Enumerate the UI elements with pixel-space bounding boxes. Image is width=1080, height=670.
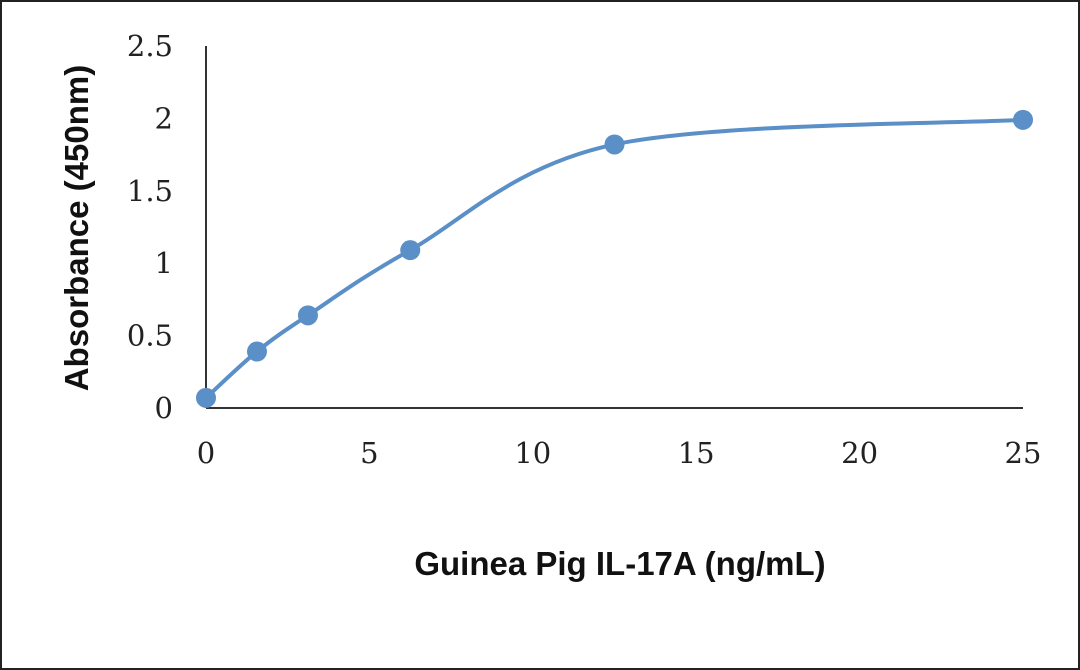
x-tick-label: 10 [514, 436, 551, 470]
series [196, 109, 1033, 408]
x-tick-label: 0 [197, 436, 215, 470]
data-point [297, 305, 318, 326]
tick-labels: 0 5 10 15 20 25 0 0.5 1 1.5 2 2.5 [127, 29, 1042, 470]
y-tick-label: 2 [155, 101, 173, 135]
y-tick-label: 1.5 [127, 174, 173, 208]
x-tick-label: 20 [841, 436, 878, 470]
y-axis-title: Absorbance (450nm) [58, 65, 95, 391]
y-tick-label: 0.5 [127, 319, 173, 353]
data-point [1013, 109, 1033, 130]
axes [205, 46, 1023, 409]
series-line [204, 117, 1025, 400]
data-point [400, 240, 421, 261]
data-point [196, 387, 216, 408]
data-point [604, 134, 625, 155]
x-tick-label: 15 [678, 436, 715, 470]
y-tick-label: 0 [155, 391, 173, 425]
x-axis-title: Guinea Pig IL-17A (ng/mL) [414, 545, 825, 582]
y-tick-label: 2.5 [127, 29, 173, 63]
x-tick-label: 25 [1005, 436, 1042, 470]
data-point [246, 341, 267, 362]
y-tick-label: 1 [155, 246, 173, 280]
x-tick-label: 5 [360, 436, 378, 470]
